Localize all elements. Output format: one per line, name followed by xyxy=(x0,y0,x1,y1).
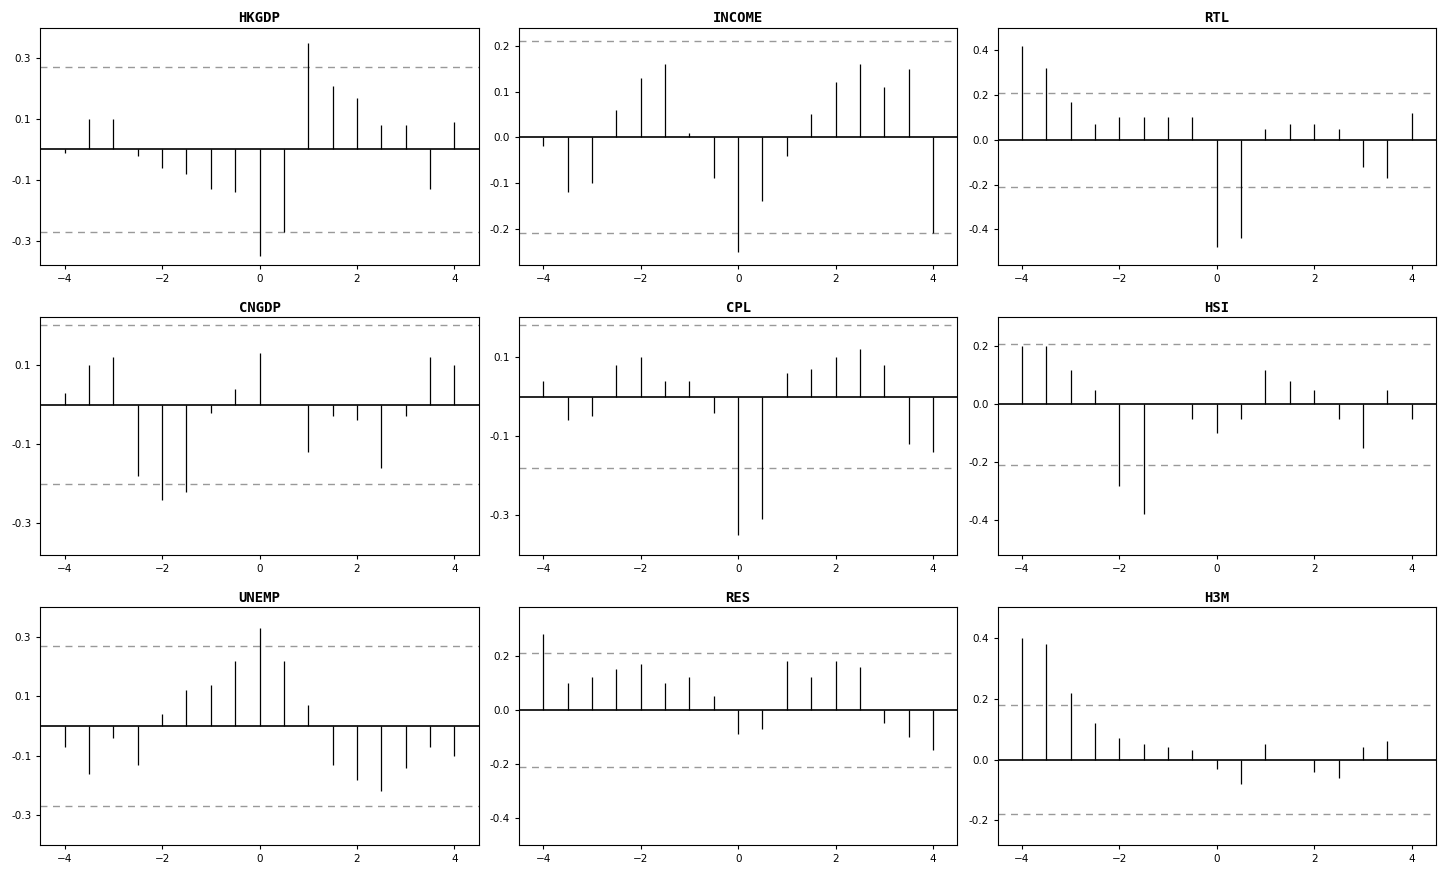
Title: H3M: H3M xyxy=(1204,591,1230,605)
Title: HSI: HSI xyxy=(1204,301,1230,315)
Title: RTL: RTL xyxy=(1204,11,1230,25)
Title: RES: RES xyxy=(725,591,751,605)
Title: CNGDP: CNGDP xyxy=(239,301,281,315)
Title: UNEMP: UNEMP xyxy=(239,591,281,605)
Title: INCOME: INCOME xyxy=(713,11,763,25)
Title: HKGDP: HKGDP xyxy=(239,11,281,25)
Title: CPL: CPL xyxy=(725,301,751,315)
